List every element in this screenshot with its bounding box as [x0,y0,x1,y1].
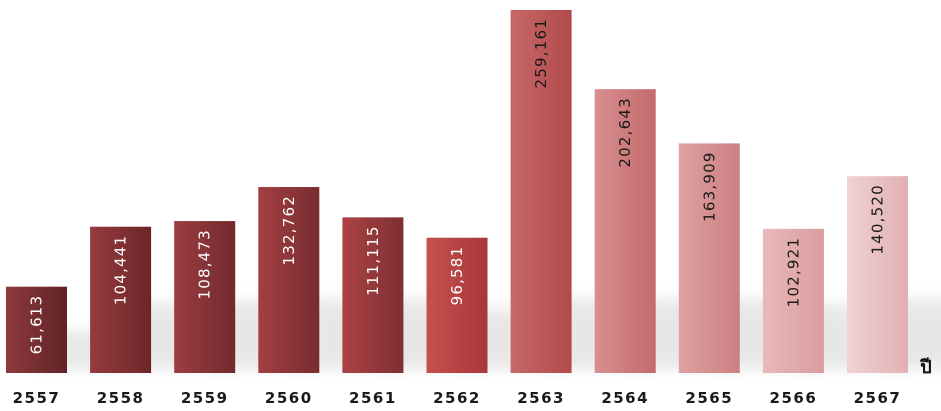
x-tick-label: 2559 [181,389,229,407]
x-tick-label: 2561 [349,389,397,407]
bar-2561 [342,217,404,373]
bar-2567 [847,176,908,373]
bar-2562 [426,237,488,373]
bar-value-label: 132,762 [280,195,298,265]
x-tick-label: 2566 [770,389,818,407]
x-tick-label: 2565 [685,389,733,407]
bar-2564 [594,89,656,374]
bar-2557 [6,286,67,373]
bar-value-label: 96,581 [448,246,466,306]
x-tick-label: 2557 [13,389,61,407]
x-tick-label: 2567 [854,389,902,407]
bar-2559 [174,221,236,373]
x-axis-label: ปี [919,357,932,378]
bar-value-label: 104,441 [112,235,130,305]
bar-value-label: 111,115 [364,225,382,295]
bar-2558 [90,226,152,373]
bar-value-label: 202,643 [616,97,634,167]
x-tick-label: 2560 [265,389,313,407]
x-tick-label: 2558 [97,389,145,407]
x-axis-ticks-layer: 2557 2558 2559 2560 2561 2562 2563 2564 2565 2566… [13,389,902,407]
bar-value-label: 163,909 [700,151,718,221]
bar-2566 [762,228,824,373]
bar-value-label: 108,473 [196,229,214,299]
bar-value-label: 140,520 [869,184,887,254]
x-tick-label: 2562 [433,389,481,407]
bar-value-label: 61,613 [28,295,46,355]
bar-2565 [678,143,740,373]
bar-value-label: 259,161 [532,18,550,88]
bar-value-label: 102,921 [784,237,802,307]
bar-2560 [258,187,320,373]
x-tick-label: 2563 [517,389,565,407]
bars-layer [6,10,908,374]
bar-2563 [510,10,572,373]
value-labels-layer: 61,613 104,441 108,473 132,762 111,115 96,581… [28,18,887,354]
x-tick-label: 2564 [601,389,649,407]
